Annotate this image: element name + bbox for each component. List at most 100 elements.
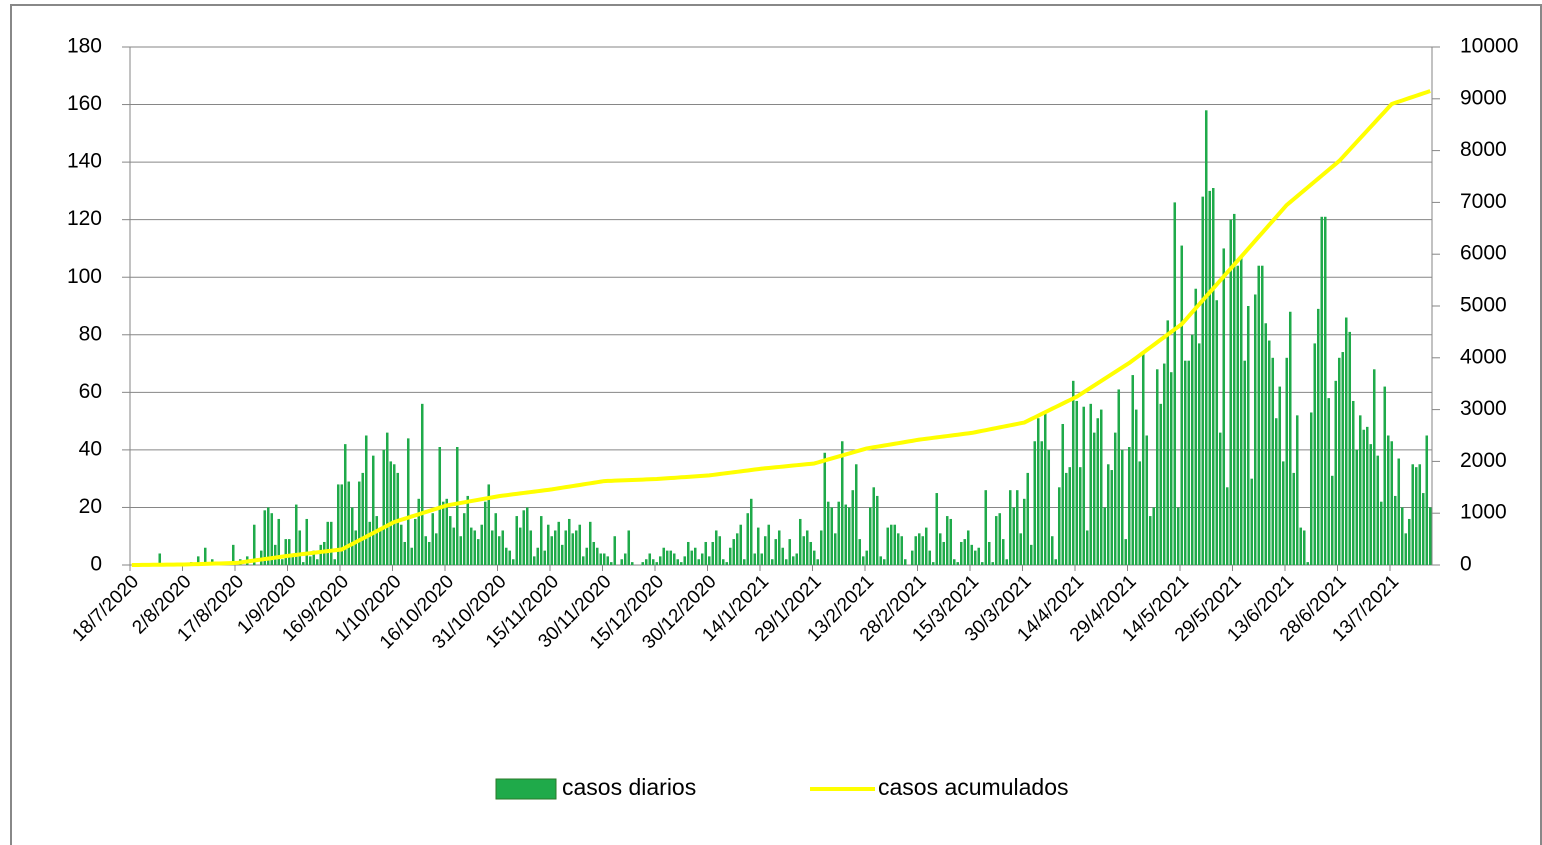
bar xyxy=(1215,300,1219,565)
y2-tick-label: 7000 xyxy=(1460,190,1507,213)
bar xyxy=(1313,343,1317,565)
bar xyxy=(1113,432,1117,565)
bar xyxy=(1022,498,1026,565)
bar xyxy=(1390,441,1394,565)
bar xyxy=(739,524,743,565)
bar xyxy=(424,536,428,565)
y-tick-label: 140 xyxy=(67,150,102,173)
bar xyxy=(452,527,456,565)
bar xyxy=(476,539,480,565)
bar xyxy=(431,513,435,565)
bar xyxy=(767,524,771,565)
bar xyxy=(1306,562,1310,565)
bar xyxy=(581,556,585,565)
bar xyxy=(294,504,298,565)
bar xyxy=(1085,530,1089,565)
bar xyxy=(956,562,960,565)
bar xyxy=(1257,265,1261,565)
legend-label: casos acumulados xyxy=(878,774,1069,800)
bar xyxy=(1194,288,1198,565)
bar xyxy=(1057,487,1061,565)
bar xyxy=(795,553,799,565)
bar xyxy=(658,556,662,565)
bar xyxy=(914,536,918,565)
bar xyxy=(973,550,977,565)
y-tick-label: 120 xyxy=(67,207,102,230)
bar xyxy=(816,559,820,565)
bar xyxy=(805,530,809,565)
y-tick-label: 20 xyxy=(79,495,102,518)
bar xyxy=(403,541,407,565)
bar xyxy=(567,518,571,565)
bar xyxy=(378,530,382,565)
bar xyxy=(1166,320,1170,565)
bar xyxy=(333,559,337,565)
bar xyxy=(1393,495,1397,565)
bar xyxy=(1246,306,1250,565)
bar xyxy=(592,541,596,565)
bar xyxy=(865,550,869,565)
bar xyxy=(158,553,162,565)
bar xyxy=(763,536,767,565)
bar xyxy=(676,559,680,565)
bar xyxy=(1103,507,1107,565)
bar xyxy=(1362,429,1366,565)
bar xyxy=(578,524,582,565)
bar xyxy=(1295,415,1299,565)
bar xyxy=(1316,308,1320,565)
bar xyxy=(515,516,519,565)
bar xyxy=(1348,331,1352,565)
bar xyxy=(1054,559,1058,565)
bar xyxy=(959,541,963,565)
bar xyxy=(756,527,760,565)
legend-label: casos diarios xyxy=(562,774,696,800)
bar xyxy=(861,556,865,565)
bar xyxy=(466,495,470,565)
bar xyxy=(284,539,288,565)
bar xyxy=(872,487,876,565)
y2-tick-label: 9000 xyxy=(1460,86,1507,109)
bar xyxy=(966,530,970,565)
bar xyxy=(1204,110,1208,566)
y-tick-label: 100 xyxy=(67,265,102,288)
bar xyxy=(826,501,830,565)
bar xyxy=(823,452,827,565)
bar xyxy=(714,530,718,565)
bar xyxy=(1061,423,1065,565)
y-tick-label: 60 xyxy=(79,380,102,403)
bar xyxy=(1330,475,1334,565)
bar xyxy=(1176,507,1180,565)
bar xyxy=(1141,352,1145,565)
bar xyxy=(420,403,424,565)
bar xyxy=(543,550,547,565)
bar xyxy=(1155,369,1159,565)
bar xyxy=(753,553,757,565)
bar xyxy=(1376,455,1380,565)
bar xyxy=(490,530,494,565)
y-tick-label: 0 xyxy=(90,553,102,576)
bar xyxy=(917,533,921,565)
bar xyxy=(410,547,414,565)
bar xyxy=(1222,248,1226,565)
bar xyxy=(627,530,631,565)
bar xyxy=(539,516,543,565)
bar xyxy=(931,562,935,565)
y2-tick-label: 6000 xyxy=(1460,242,1507,265)
bar xyxy=(343,444,347,565)
bar xyxy=(620,559,624,565)
bar xyxy=(1414,467,1418,565)
bar xyxy=(1134,409,1138,565)
bar xyxy=(760,553,764,565)
bar xyxy=(1099,409,1103,565)
bar xyxy=(1201,196,1205,565)
bar xyxy=(371,455,375,565)
bar xyxy=(613,536,617,565)
bar xyxy=(1036,418,1040,565)
bar xyxy=(417,498,421,565)
bar xyxy=(487,484,491,565)
bar xyxy=(1344,317,1348,565)
bar xyxy=(742,559,746,565)
bar xyxy=(1267,340,1271,565)
bar xyxy=(434,533,438,565)
bar xyxy=(718,536,722,565)
